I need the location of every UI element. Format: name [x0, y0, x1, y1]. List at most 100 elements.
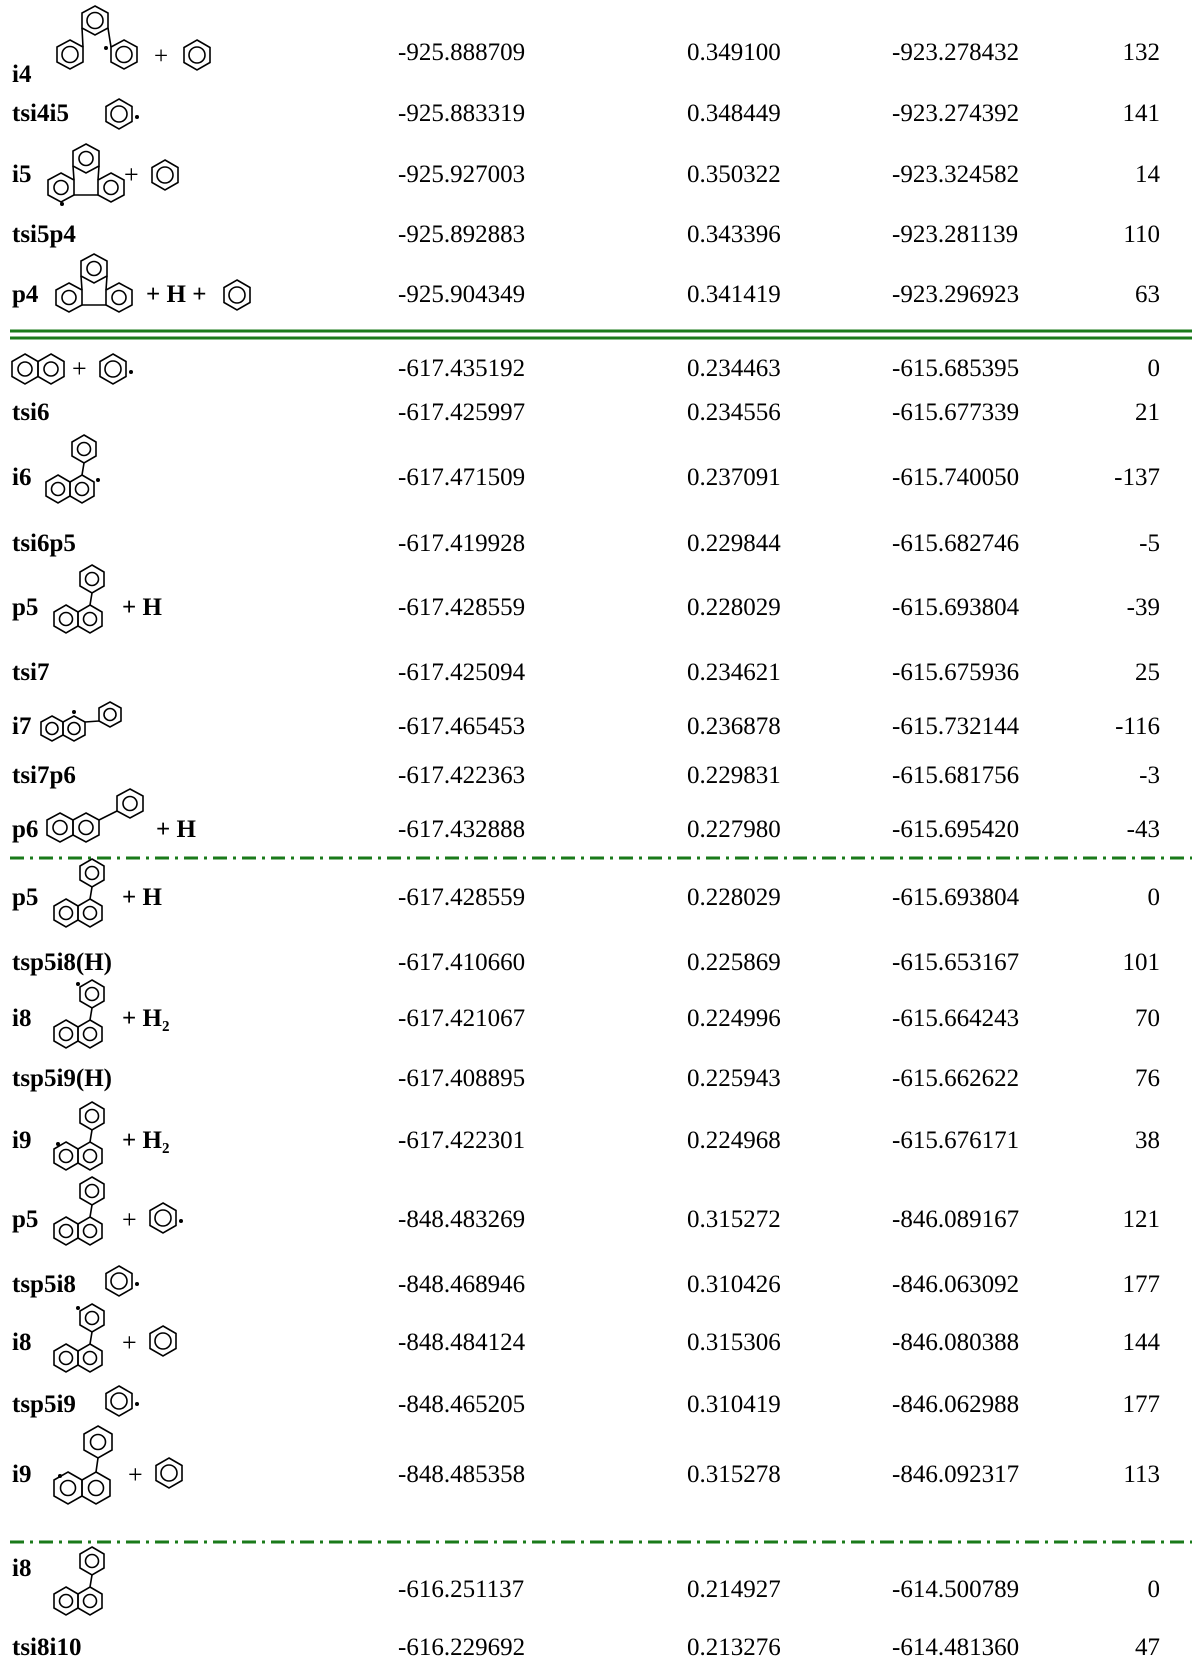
row-label: tsi8i10: [12, 1634, 82, 1661]
1-phenylnaphthalene-structure: [53, 564, 105, 634]
energy-total: -923.281139: [892, 221, 1019, 248]
relative-energy: -137: [1114, 464, 1160, 491]
1-phenylnaphthalene-structure: [53, 858, 105, 928]
zpe: 0.343396: [687, 221, 781, 248]
2-phenylnaphthalene-structure: [46, 788, 144, 843]
row-label: tsp5i9: [12, 1391, 76, 1418]
energy-e0: -848.483269: [398, 1206, 526, 1233]
plus-h: + H: [122, 594, 162, 621]
relative-energy: 177: [1122, 1391, 1161, 1418]
phenyl-radical-icon: [149, 1202, 183, 1234]
energy-total: -615.732144: [892, 713, 1020, 740]
zpe: 0.310426: [687, 1271, 781, 1298]
relative-energy: 0: [1147, 355, 1161, 382]
energy-total: -615.662622: [892, 1065, 1020, 1092]
plus-sign: +: [124, 160, 139, 189]
row-label: tsi4i5: [12, 100, 69, 127]
energy-total: -846.080388: [892, 1329, 1020, 1356]
energy-total: -615.693804: [892, 594, 1020, 621]
row-label: i8: [12, 1005, 32, 1032]
row-label: tsi6p5: [12, 530, 76, 557]
zpe: 0.214927: [687, 1576, 781, 1603]
energy-total: -614.500789: [892, 1576, 1020, 1603]
relative-energy: -116: [1115, 713, 1160, 740]
energy-e0: -848.484124: [398, 1329, 526, 1356]
row-label: tsp5i8: [12, 1271, 76, 1298]
energy-e0: -617.421067: [398, 1005, 526, 1032]
plus-sign: +: [154, 43, 169, 70]
phenyl-radical-icon: [105, 98, 139, 130]
relative-energy: 121: [1122, 1206, 1161, 1233]
zpe: 0.213276: [687, 1634, 781, 1661]
plus-h: + H: [122, 884, 162, 911]
phenylnaphthyl-radical-structure: [53, 1303, 105, 1373]
dihydrotriphenylene-radical-structure: [47, 143, 125, 206]
relative-energy: 70: [1135, 1005, 1160, 1032]
row-label: i7: [12, 713, 32, 740]
energy-e0: -617.425094: [398, 659, 526, 686]
plus-h2: + H₂: [122, 1127, 170, 1154]
triphenylene-structure: [55, 253, 133, 313]
row-label: i9: [12, 1461, 32, 1488]
zpe: 0.237091: [687, 464, 781, 491]
phenylnaphthyl-radical-structure: [53, 1425, 113, 1505]
row-label: p4: [12, 281, 39, 308]
energy-total: -615.653167: [892, 949, 1020, 976]
row-label: i8: [12, 1555, 32, 1582]
phenyl-radical-icon: [105, 1265, 139, 1297]
energy-e0: -848.465205: [398, 1391, 526, 1418]
row-label: i8: [12, 1329, 32, 1356]
zpe: 0.234463: [687, 355, 781, 382]
energy-e0: -617.408895: [398, 1065, 526, 1092]
relative-energy: 141: [1122, 100, 1161, 127]
zpe: 0.315272: [687, 1206, 781, 1233]
energy-total: -615.685395: [892, 355, 1020, 382]
energy-total: -615.693804: [892, 884, 1020, 911]
energy-total: -615.695420: [892, 816, 1020, 843]
relative-energy: 144: [1122, 1329, 1161, 1356]
zpe: 0.234621: [687, 659, 781, 686]
energy-e0: -925.883319: [398, 100, 526, 127]
relative-energy: 177: [1122, 1271, 1161, 1298]
plus-sign: +: [122, 1328, 137, 1357]
energy-total: -614.481360: [892, 1634, 1020, 1661]
energy-e0: -617.422301: [398, 1127, 526, 1154]
zpe: 0.348449: [687, 100, 781, 127]
row-label: i5: [12, 161, 32, 188]
benzene-icon: [183, 39, 211, 71]
relative-energy: -5: [1139, 530, 1160, 557]
zpe: 0.229831: [687, 762, 781, 789]
energy-e0: -616.251137: [398, 1576, 525, 1603]
relative-energy: -39: [1126, 594, 1160, 621]
plus-sign: +: [122, 1205, 137, 1234]
energy-e0: -617.410660: [398, 949, 526, 976]
energy-total: -846.092317: [892, 1461, 1020, 1488]
energy-total: -615.681756: [892, 762, 1020, 789]
relative-energy: 14: [1135, 161, 1160, 188]
row-label: p5: [12, 1206, 39, 1233]
zpe: 0.310419: [687, 1391, 781, 1418]
row-label: tsi7p6: [12, 762, 76, 789]
phenylnaphthyl-radical-structure: [53, 1101, 105, 1171]
row-label: p6: [12, 816, 39, 843]
section-separator-double: [10, 329, 1192, 340]
2-phenylnaphthalene-adduct-structure: [40, 701, 122, 742]
plus-sign: +: [128, 1460, 143, 1489]
row-label: i6: [12, 464, 32, 491]
energy-total: -846.089167: [892, 1206, 1020, 1233]
zpe: 0.236878: [687, 713, 781, 740]
zpe: 0.224968: [687, 1127, 781, 1154]
energy-total: -846.063092: [892, 1271, 1020, 1298]
row-label: p5: [12, 884, 39, 911]
relative-energy: -3: [1139, 762, 1160, 789]
row-label: i9: [12, 1127, 32, 1154]
naphthalene-icon: [11, 353, 65, 385]
energy-e0: -617.428559: [398, 884, 526, 911]
energy-total: -615.682746: [892, 530, 1020, 557]
relative-energy: 25: [1135, 659, 1160, 686]
relative-energy: 132: [1122, 39, 1161, 66]
terphenyl-radical-structure: [56, 5, 138, 70]
relative-energy: 0: [1147, 1576, 1161, 1603]
row-label: tsi6: [12, 399, 50, 426]
1-phenylnaphthalene-structure: [53, 1176, 105, 1246]
